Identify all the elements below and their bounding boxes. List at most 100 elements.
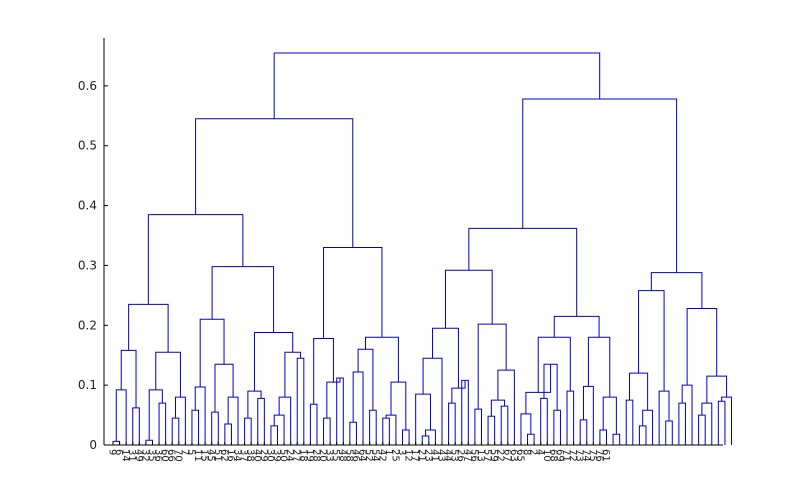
leaf-label: 18 bbox=[297, 449, 308, 462]
leaf-label: 74 bbox=[580, 449, 591, 462]
leaf-label: 9 bbox=[107, 449, 118, 455]
dendrogram-link bbox=[147, 214, 244, 305]
dendrogram-link bbox=[566, 390, 575, 445]
leaf-label: 47 bbox=[462, 449, 473, 462]
dendrogram-link bbox=[278, 396, 292, 445]
leaf-label: 52 bbox=[363, 449, 374, 462]
y-tick-label: 0.5 bbox=[78, 139, 97, 153]
dendrogram-link bbox=[326, 377, 341, 419]
dendrogram-link bbox=[625, 399, 634, 445]
dendrogram-link bbox=[155, 351, 181, 398]
leaf-label: 73 bbox=[574, 449, 585, 462]
leaf-label: 53 bbox=[449, 449, 460, 462]
leaf-label: 44 bbox=[442, 449, 453, 462]
leaf-label: 8 bbox=[521, 449, 532, 455]
dendrogram-link bbox=[527, 433, 535, 445]
dendrogram-link bbox=[191, 409, 200, 445]
leaf-label: 14 bbox=[120, 449, 131, 462]
leaf-label: 37 bbox=[238, 449, 249, 462]
dendrogram-link bbox=[602, 396, 617, 435]
leaf-label: 4 bbox=[534, 449, 545, 455]
leaf-label: 50 bbox=[278, 449, 289, 462]
leaf-label: 65 bbox=[514, 449, 525, 462]
leaf-label: 69 bbox=[554, 449, 565, 462]
leaf-label: 23 bbox=[422, 449, 433, 462]
leaf-label: 11 bbox=[192, 449, 203, 462]
dendrogram-link bbox=[390, 381, 407, 431]
dendrogram-link bbox=[522, 98, 678, 273]
dendrogram-link bbox=[199, 318, 225, 387]
dendrogram-link bbox=[273, 414, 285, 445]
dendrogram-link bbox=[284, 351, 302, 398]
dendrogram-link bbox=[211, 266, 275, 333]
dendrogram-link bbox=[599, 429, 607, 445]
dendrogram-links bbox=[112, 52, 733, 445]
leaf-label: 55 bbox=[330, 449, 341, 462]
leaf-label: 26 bbox=[455, 449, 466, 462]
dendrogram-link bbox=[415, 393, 431, 445]
leaf-label: 12 bbox=[403, 449, 414, 462]
dendrogram-link bbox=[638, 290, 665, 392]
dendrogram-link bbox=[323, 417, 331, 445]
dendrogram-link bbox=[461, 379, 469, 445]
leaf-label: 64 bbox=[357, 449, 368, 462]
dendrogram-link bbox=[309, 403, 318, 445]
dendrogram-link bbox=[642, 409, 654, 445]
leaf-label: 41 bbox=[429, 449, 440, 462]
y-tick-label: 0.3 bbox=[78, 258, 97, 272]
dendrogram-link bbox=[227, 396, 239, 445]
leaf-label: 29 bbox=[258, 449, 269, 462]
dendrogram-link bbox=[313, 337, 334, 405]
dendrogram-link bbox=[701, 402, 713, 445]
leaf-label: 62 bbox=[218, 449, 229, 462]
dendrogram-link bbox=[444, 269, 493, 329]
dendrogram-link bbox=[296, 357, 305, 445]
dendrogram-link bbox=[253, 331, 294, 392]
leaf-label: 40 bbox=[251, 449, 262, 462]
leaf-label: 7 bbox=[179, 449, 190, 455]
leaf-label: 1 bbox=[383, 449, 394, 455]
dendrogram-link bbox=[537, 336, 571, 393]
leaf-label: 71 bbox=[561, 449, 572, 462]
dendrogram-link bbox=[385, 414, 397, 445]
dendrogram-link bbox=[520, 413, 532, 445]
dendrogram-link bbox=[224, 423, 232, 445]
dendrogram-link bbox=[425, 429, 436, 445]
leaf-label: 42 bbox=[376, 449, 387, 462]
dendrogram-link bbox=[270, 425, 278, 445]
dendrogram-link bbox=[686, 308, 718, 386]
y-tick-label: 0.4 bbox=[78, 199, 97, 213]
dendrogram-link bbox=[629, 372, 649, 411]
leaf-label: 2 bbox=[528, 449, 539, 455]
dendrogram-link bbox=[357, 348, 374, 411]
dendrogram-link bbox=[490, 399, 506, 417]
dendrogram-link bbox=[244, 417, 252, 445]
dendrogram-link bbox=[638, 425, 647, 445]
leaf-label: 22 bbox=[495, 449, 506, 462]
leaf-label: 59 bbox=[488, 449, 499, 462]
dendrogram-link bbox=[468, 227, 578, 317]
dendrogram-link bbox=[681, 384, 693, 445]
dendrogram-link bbox=[352, 371, 364, 445]
dendrogram-link bbox=[211, 411, 219, 445]
dendrogram-link bbox=[112, 440, 121, 445]
dendrogram-link bbox=[717, 400, 726, 445]
leaf-label: 13 bbox=[475, 449, 486, 462]
dendrogram-link bbox=[349, 421, 357, 445]
leaf-label: 30 bbox=[264, 449, 275, 462]
dendrogram-link bbox=[540, 397, 548, 445]
dendrogram-link bbox=[402, 429, 410, 445]
leaf-label: 24 bbox=[284, 449, 295, 462]
dendrogram-link bbox=[587, 336, 611, 398]
dendrogram-link bbox=[421, 435, 430, 445]
leaf-label: 70 bbox=[172, 449, 183, 462]
dendrogram-link bbox=[214, 363, 234, 413]
leaf-label: 27 bbox=[291, 449, 302, 462]
leaf-label: 17 bbox=[409, 449, 420, 462]
leaf-label: 19 bbox=[304, 449, 315, 462]
leaf-label: 28 bbox=[310, 449, 321, 462]
leaf-label: 48 bbox=[337, 449, 348, 462]
dendrogram-link bbox=[115, 389, 127, 445]
leaf-label: 32 bbox=[139, 449, 150, 462]
